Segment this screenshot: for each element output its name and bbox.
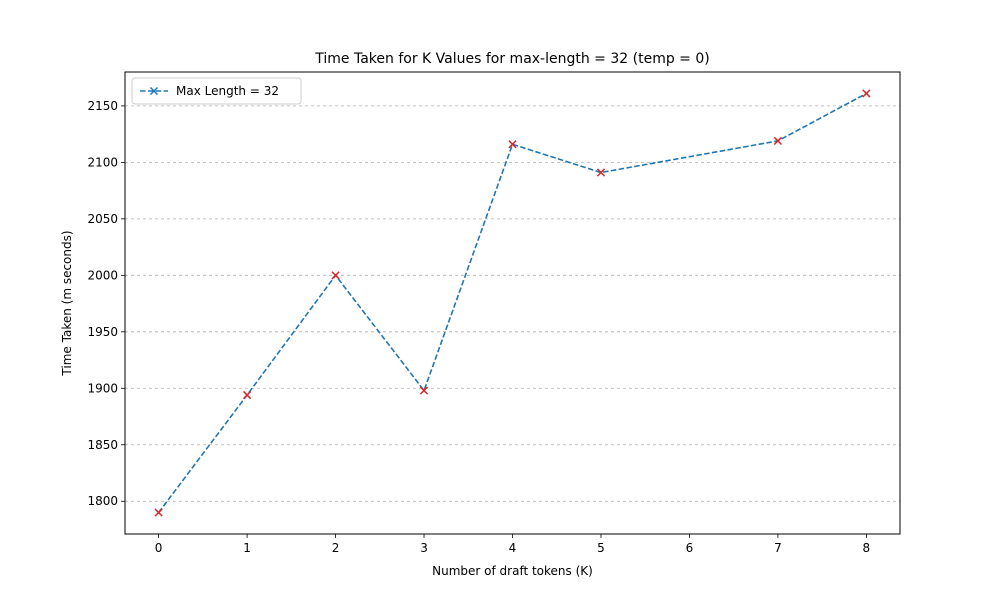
x-tick-label: 7 (774, 541, 782, 555)
x-tick-label: 5 (597, 541, 605, 555)
y-tick-label: 2150 (87, 99, 118, 113)
x-tick-label: 1 (243, 541, 251, 555)
data-point-marker (419, 386, 429, 395)
x-axis-label: Number of draft tokens (K) (432, 564, 593, 578)
y-axis-label: Time Taken (m seconds) (60, 230, 74, 376)
data-point-marker (773, 136, 783, 146)
y-tick-label: 2100 (87, 155, 118, 169)
data-point-marker (508, 140, 517, 149)
legend-box (131, 77, 302, 105)
series-group (154, 89, 871, 517)
chart-title: Time Taken for K Values for max-length =… (314, 51, 709, 67)
series-line (157, 92, 867, 514)
y-tick-label: 2050 (87, 212, 118, 226)
x-tick-label: 0 (155, 541, 163, 555)
data-point-marker (242, 390, 252, 400)
x-tick-label: 4 (509, 541, 517, 555)
legend: Max Length = 32 (131, 77, 302, 105)
legend-entry-label: Max Length = 32 (176, 84, 279, 98)
y-tick-label: 1950 (87, 325, 118, 339)
y-tick-label: 1900 (87, 381, 118, 395)
y-axis: 1800 1850 1900 1950 2000 2050 2100 2150 (87, 99, 125, 508)
x-tick-label: 2 (332, 541, 340, 555)
y-tick-label: 2000 (87, 268, 118, 282)
data-point-marker (596, 168, 606, 177)
x-tick-label: 3 (420, 541, 428, 555)
x-tick-label: 6 (686, 541, 694, 555)
x-tick-label: 8 (863, 541, 871, 555)
legend-marker (149, 86, 159, 96)
data-point-marker (862, 89, 871, 98)
x-axis: 0 1 2 3 4 5 6 7 8 (155, 534, 870, 555)
data-point-marker (154, 508, 163, 517)
y-tick-label: 1850 (87, 438, 118, 452)
data-point-marker (331, 271, 340, 280)
y-tick-label: 1800 (87, 494, 118, 508)
